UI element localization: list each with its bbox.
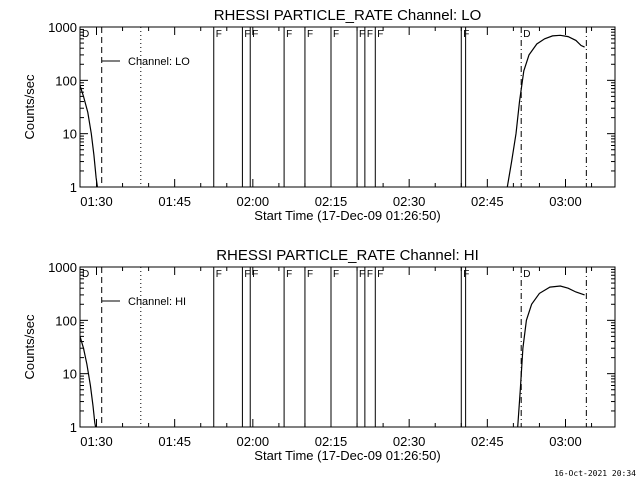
- event-marker-label: F: [333, 29, 339, 40]
- y-tick-label: 1: [70, 180, 77, 195]
- event-marker-label: F: [359, 269, 365, 280]
- x-axis-label: Start Time (17-Dec-09 01:26:50): [254, 448, 440, 463]
- series-line: [506, 34, 585, 188]
- event-marker-label: F: [367, 29, 373, 40]
- series-line: [79, 85, 98, 188]
- event-marker-label: F: [244, 269, 250, 280]
- event-marker-label: F: [216, 29, 222, 40]
- x-tick-label: 02:00: [237, 434, 270, 449]
- legend-label: Channel: LO: [128, 56, 190, 68]
- footer-timestamp: 16-Oct-2021 20:34: [554, 469, 636, 478]
- chart-title: RHESSI PARTICLE_RATE Channel: LO: [214, 7, 482, 24]
- event-marker-label: F: [286, 29, 292, 40]
- event-marker-label: D: [523, 269, 530, 280]
- x-tick-label: 02:00: [237, 194, 270, 209]
- legend-label: Channel: HI: [128, 296, 186, 308]
- x-tick-label: 02:15: [315, 434, 348, 449]
- corner-label: D: [82, 269, 89, 280]
- series-line: [517, 285, 585, 428]
- event-marker-label: F: [377, 29, 383, 40]
- plot-frame: [79, 266, 616, 428]
- event-marker-label: F: [463, 29, 469, 40]
- x-tick-label: 03:00: [549, 194, 582, 209]
- x-tick-label: 01:45: [158, 434, 191, 449]
- event-marker-label: F: [216, 269, 222, 280]
- x-tick-label: 02:30: [393, 434, 426, 449]
- y-tick-label: 10: [63, 127, 77, 142]
- x-tick-label: 02:30: [393, 194, 426, 209]
- y-tick-label: 100: [55, 73, 77, 88]
- x-tick-label: 03:00: [549, 434, 582, 449]
- series-line: [79, 336, 97, 428]
- event-marker-label: F: [252, 29, 258, 40]
- event-marker-label: F: [463, 269, 469, 280]
- event-marker-label: D: [523, 29, 530, 40]
- corner-label: D: [82, 29, 89, 40]
- event-marker-label: F: [286, 269, 292, 280]
- event-marker-label: F: [307, 269, 313, 280]
- y-tick-label: 1000: [48, 20, 77, 35]
- y-tick-label: 1: [70, 420, 77, 435]
- chart-title: RHESSI PARTICLE_RATE Channel: HI: [216, 247, 479, 264]
- x-tick-label: 01:30: [80, 194, 113, 209]
- event-marker-label: F: [307, 29, 313, 40]
- y-tick-label: 1000: [48, 260, 77, 275]
- event-marker-label: F: [359, 29, 365, 40]
- y-tick-label: 100: [55, 313, 77, 328]
- x-axis-label: Start Time (17-Dec-09 01:26:50): [254, 208, 440, 223]
- plot-frame: [79, 26, 616, 188]
- event-marker-label: F: [333, 269, 339, 280]
- y-axis-label: Counts/sec: [22, 314, 37, 380]
- y-axis-label: Counts/sec: [22, 74, 37, 140]
- x-tick-label: 01:30: [80, 434, 113, 449]
- event-marker-label: F: [252, 269, 258, 280]
- y-tick-label: 10: [63, 367, 77, 382]
- x-tick-label: 01:45: [158, 194, 191, 209]
- event-marker-label: F: [367, 269, 373, 280]
- event-marker-label: F: [377, 269, 383, 280]
- x-tick-label: 02:15: [315, 194, 348, 209]
- x-tick-label: 02:45: [471, 194, 504, 209]
- x-tick-label: 02:45: [471, 434, 504, 449]
- event-marker-label: F: [244, 29, 250, 40]
